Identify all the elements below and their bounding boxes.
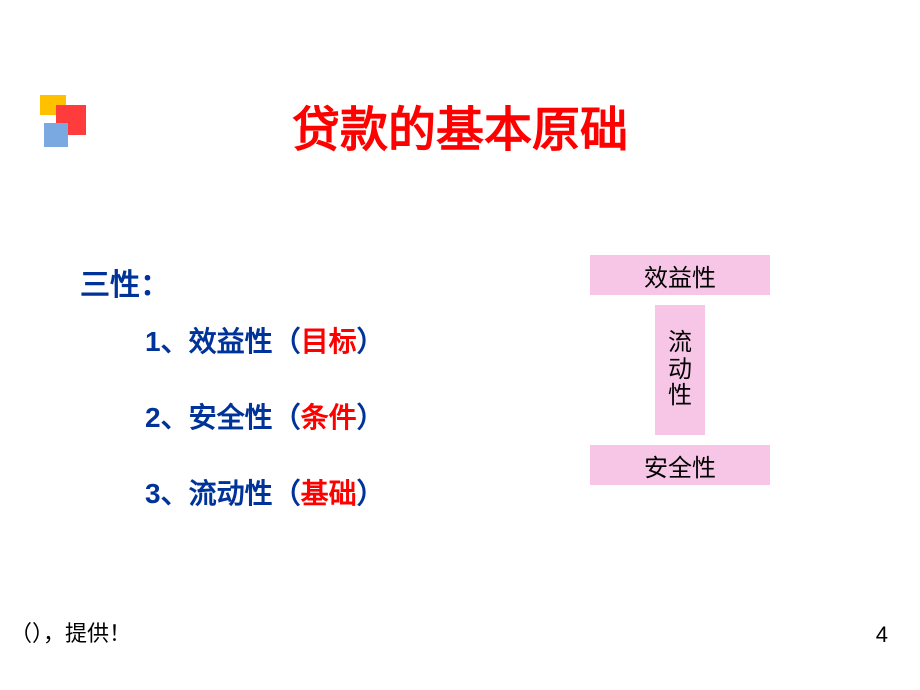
footer-note: （），提供！ (10, 616, 131, 648)
i-beam-diagram: 效益性流动性安全性 (570, 255, 790, 515)
diagram-box: 安全性 (590, 445, 770, 485)
list-item-number: 1、 (145, 326, 189, 357)
principles-list: 1、效益性（目标）2、安全性（条件）3、流动性（基础） (145, 320, 385, 548)
list-item: 2、安全性（条件） (145, 396, 385, 436)
list-item-tail: ） (357, 479, 385, 510)
page-title: 贷款的基本原础 (0, 90, 920, 160)
page-number: 4 (876, 622, 888, 648)
list-item-number: 3、 (145, 478, 189, 509)
subtitle: 三性： (80, 260, 170, 304)
list-item: 3、流动性（基础） (145, 472, 385, 512)
list-item: 1、效益性（目标） (145, 320, 385, 360)
list-item-tail: ） (357, 327, 385, 358)
diagram-box: 效益性 (590, 255, 770, 295)
list-item-label: 安全性（ (189, 403, 301, 434)
list-item-label: 流动性（ (189, 479, 301, 510)
list-item-tail: ） (357, 403, 385, 434)
diagram-box: 流动性 (655, 305, 705, 435)
list-item-highlight: 目标 (301, 327, 357, 358)
list-item-highlight: 条件 (301, 403, 357, 434)
list-item-number: 2、 (145, 402, 189, 433)
list-item-label: 效益性（ (189, 327, 301, 358)
list-item-highlight: 基础 (301, 479, 357, 510)
